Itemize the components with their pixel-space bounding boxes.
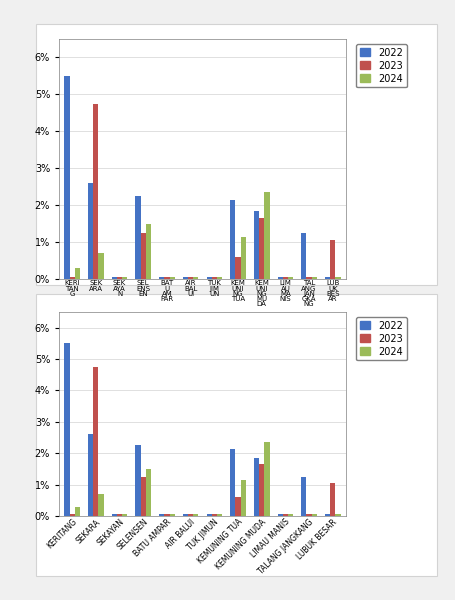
Bar <box>283 277 288 279</box>
Bar <box>325 277 330 279</box>
Bar <box>301 233 307 279</box>
Bar <box>264 442 269 516</box>
Bar <box>288 277 293 279</box>
Bar <box>146 469 151 516</box>
Bar <box>335 514 341 516</box>
Legend: 2022, 2023, 2024: 2022, 2023, 2024 <box>356 44 407 88</box>
Bar <box>70 514 75 516</box>
Bar <box>217 277 222 279</box>
Bar <box>193 514 198 516</box>
Bar <box>93 104 98 279</box>
Bar <box>64 76 70 279</box>
Bar <box>217 514 222 516</box>
Bar <box>312 277 317 279</box>
Bar <box>264 192 269 279</box>
Bar <box>170 277 175 279</box>
Bar <box>259 464 264 516</box>
Bar <box>283 514 288 516</box>
Bar <box>141 233 146 279</box>
Bar <box>288 514 293 516</box>
Bar <box>254 458 259 516</box>
Bar <box>230 449 235 516</box>
Bar <box>117 277 122 279</box>
Bar <box>193 277 198 279</box>
Bar <box>312 514 317 516</box>
Bar <box>235 497 241 516</box>
Bar <box>75 268 80 279</box>
Bar <box>241 480 246 516</box>
Bar <box>117 514 122 516</box>
Bar <box>164 514 170 516</box>
Bar <box>278 514 283 516</box>
Bar <box>254 211 259 279</box>
Bar <box>183 277 188 279</box>
Bar <box>122 514 127 516</box>
Bar <box>112 277 117 279</box>
Bar <box>64 343 70 516</box>
Bar <box>98 253 104 279</box>
Bar <box>164 277 170 279</box>
Bar <box>88 183 93 279</box>
Bar <box>207 277 212 279</box>
Bar <box>188 277 193 279</box>
Bar <box>136 196 141 279</box>
Bar <box>301 477 307 516</box>
Bar <box>98 494 104 516</box>
Bar <box>330 483 335 516</box>
Bar <box>207 514 212 516</box>
Bar <box>330 240 335 279</box>
Bar <box>183 514 188 516</box>
Bar <box>136 445 141 516</box>
Bar <box>159 514 164 516</box>
Bar <box>112 514 117 516</box>
Bar <box>146 224 151 279</box>
Bar <box>188 514 193 516</box>
Bar <box>325 514 330 516</box>
Bar <box>88 434 93 516</box>
Bar <box>278 277 283 279</box>
Legend: 2022, 2023, 2024: 2022, 2023, 2024 <box>356 317 407 361</box>
Bar <box>259 218 264 279</box>
Bar <box>307 277 312 279</box>
Bar <box>141 477 146 516</box>
Bar <box>212 514 217 516</box>
Bar <box>159 277 164 279</box>
Bar <box>241 236 246 279</box>
Bar <box>212 277 217 279</box>
Bar <box>93 367 98 516</box>
Bar <box>170 514 175 516</box>
Bar <box>235 257 241 279</box>
Bar <box>307 514 312 516</box>
Bar <box>75 506 80 516</box>
Bar <box>70 277 75 279</box>
Bar <box>230 200 235 279</box>
Bar <box>122 277 127 279</box>
Bar <box>335 277 341 279</box>
